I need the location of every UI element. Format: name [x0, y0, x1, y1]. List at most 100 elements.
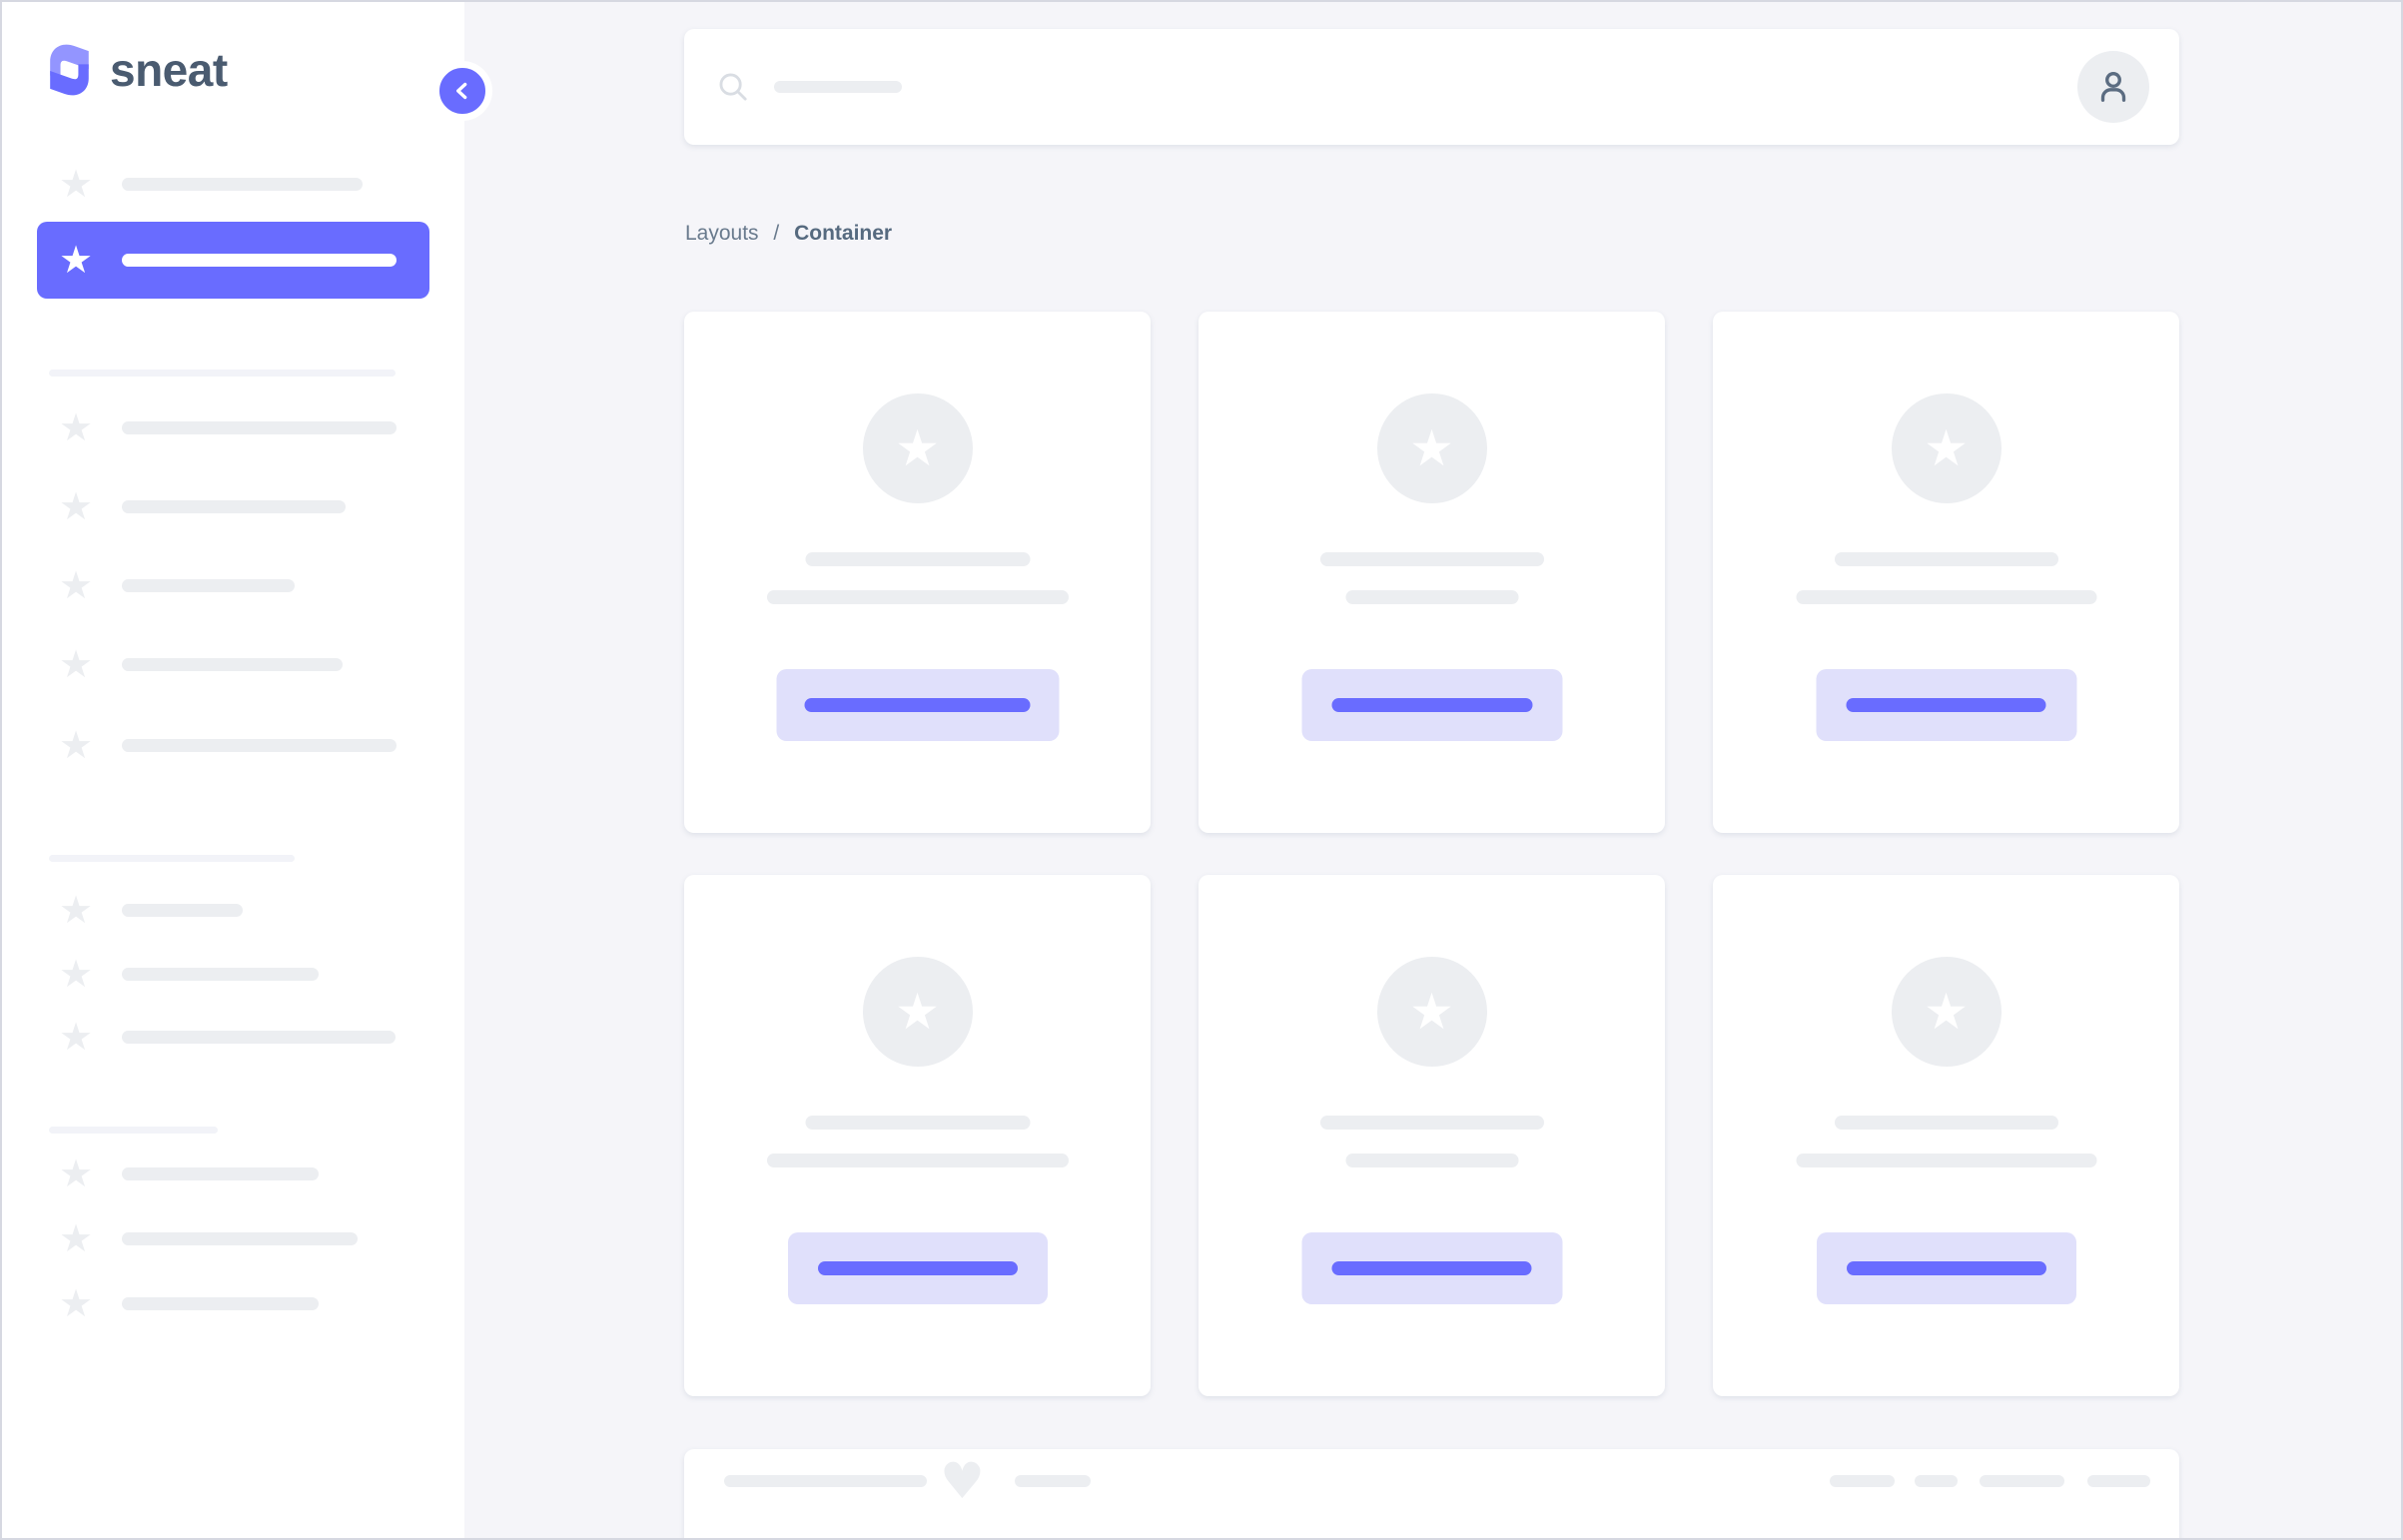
card-subtitle-skeleton [1796, 1154, 2096, 1167]
card-subtitle-skeleton [1345, 1154, 1518, 1167]
card-title-skeleton [1834, 552, 2058, 566]
card-title-skeleton [1834, 1116, 2058, 1130]
pagination-dash-skeleton-3[interactable] [1980, 1475, 2064, 1487]
card-button-skeleton[interactable] [1816, 669, 2076, 741]
breadcrumb-separator: / [773, 222, 780, 245]
button-label-skeleton [804, 698, 1031, 712]
star-icon: ★ [58, 723, 94, 767]
sidebar-item-0[interactable]: ★ [37, 146, 429, 223]
menu-label-skeleton [122, 177, 363, 191]
star-icon: ★ [58, 162, 94, 206]
star-icon: ★ [58, 1015, 94, 1059]
sidebar-item-14[interactable]: ★ [37, 1200, 429, 1277]
breadcrumb-current-page: Container [794, 222, 893, 245]
star-icon: ★ [895, 983, 940, 1041]
menu-label-skeleton [122, 1030, 396, 1044]
user-avatar-button[interactable] [2077, 51, 2149, 123]
card-subtitle-skeleton [1345, 590, 1518, 604]
card-title-skeleton [1319, 552, 1544, 566]
card-subtitle-skeleton [1796, 590, 2096, 604]
star-icon: ★ [58, 952, 94, 996]
search-placeholder-skeleton [774, 81, 902, 93]
button-label-skeleton [1846, 698, 2046, 712]
heart-icon[interactable]: ♥ [940, 1452, 985, 1510]
star-icon: ★ [1409, 983, 1454, 1041]
button-label-skeleton [817, 1261, 1018, 1275]
star-icon: ★ [58, 563, 94, 607]
card-avatar-circle: ★ [1376, 957, 1487, 1067]
card-avatar-circle: ★ [1891, 393, 2002, 503]
menu-label-skeleton [122, 1231, 358, 1245]
star-icon: ★ [1409, 419, 1454, 477]
sidebar-item-9[interactable]: ★ [37, 872, 429, 949]
bottom-card: ♥ [684, 1449, 2179, 1540]
card-5: ★ [1199, 875, 1665, 1396]
bottom-text-skeleton-2 [1015, 1475, 1091, 1487]
sidebar-item-10[interactable]: ★ [37, 936, 429, 1013]
search-input[interactable] [684, 29, 1613, 145]
star-icon: ★ [58, 1281, 94, 1325]
card-button-skeleton[interactable] [1816, 1232, 2076, 1304]
menu-label-skeleton [122, 499, 346, 513]
sidebar-item-6[interactable]: ★ [37, 626, 429, 703]
menu-label-skeleton [122, 1166, 319, 1180]
card-grid: ★ ★ ★ ★ ★ ★ [684, 312, 2179, 1396]
sidebar-item-3[interactable]: ★ [37, 389, 429, 466]
breadcrumb: Layouts / Container [685, 219, 892, 249]
sidebar-item-4[interactable]: ★ [37, 468, 429, 545]
button-label-skeleton [1846, 1261, 2046, 1275]
sneat-logo-icon [50, 44, 89, 96]
card-1: ★ [684, 312, 1151, 833]
star-icon: ★ [58, 484, 94, 528]
sidebar-item-13[interactable]: ★ [37, 1136, 429, 1212]
brand[interactable]: sneat [44, 38, 228, 102]
star-icon: ★ [58, 405, 94, 449]
card-avatar-circle: ★ [1376, 393, 1487, 503]
sidebar-section-skeleton [49, 1126, 218, 1134]
star-icon: ★ [1924, 983, 1969, 1041]
menu-label-skeleton [122, 738, 397, 752]
card-button-skeleton[interactable] [787, 1232, 1048, 1304]
card-3: ★ [1713, 312, 2179, 833]
card-avatar-circle: ★ [862, 957, 973, 1067]
menu-label-skeleton [122, 420, 397, 434]
sidebar-item-15[interactable]: ★ [37, 1265, 429, 1342]
star-icon: ★ [58, 238, 94, 282]
sidebar-item-7[interactable]: ★ [37, 707, 429, 784]
card-button-skeleton[interactable] [776, 669, 1059, 741]
chevron-left-icon [456, 82, 467, 100]
card-avatar-circle: ★ [1891, 957, 2002, 1067]
button-label-skeleton [1331, 698, 1532, 712]
card-4: ★ [684, 875, 1151, 1396]
button-label-skeleton [1331, 1261, 1532, 1275]
sidebar-item-5[interactable]: ★ [37, 547, 429, 624]
star-icon: ★ [1924, 419, 1969, 477]
topbar [684, 29, 2179, 145]
sidebar-item-active[interactable]: ★ [37, 221, 429, 299]
sidebar-item-11[interactable]: ★ [37, 999, 429, 1076]
card-title-skeleton [1319, 1116, 1544, 1130]
card-avatar-circle: ★ [862, 393, 973, 503]
menu-label-skeleton [122, 1296, 319, 1310]
pagination-dash-skeleton-1[interactable] [1830, 1475, 1895, 1487]
menu-label-skeleton [122, 578, 295, 592]
sidebar-collapse-button[interactable] [432, 61, 492, 121]
star-icon: ★ [58, 1152, 94, 1195]
pagination-dash-skeleton-4[interactable] [2087, 1475, 2150, 1487]
sidebar-section-skeleton [49, 369, 396, 377]
card-subtitle-skeleton [766, 1154, 1069, 1167]
star-icon: ★ [895, 419, 940, 477]
star-icon: ★ [58, 642, 94, 686]
card-button-skeleton[interactable] [1301, 1232, 1562, 1304]
sidebar: sneat ★ ★ ★ ★ ★ ★ ★ ★ ★ ★ ★ ★ ★ [0, 0, 492, 1540]
card-title-skeleton [805, 552, 1030, 566]
user-icon [2100, 72, 2126, 102]
card-button-skeleton[interactable] [1301, 669, 1562, 741]
pagination-dash-skeleton-2[interactable] [1915, 1475, 1958, 1487]
breadcrumb-link-layouts[interactable]: Layouts [685, 222, 759, 245]
sidebar-menu: ★ ★ ★ ★ ★ ★ ★ ★ ★ ★ ★ ★ ★ [0, 0, 464, 1540]
star-icon: ★ [58, 888, 94, 932]
card-2: ★ [1199, 312, 1665, 833]
brand-name: sneat [110, 44, 228, 96]
